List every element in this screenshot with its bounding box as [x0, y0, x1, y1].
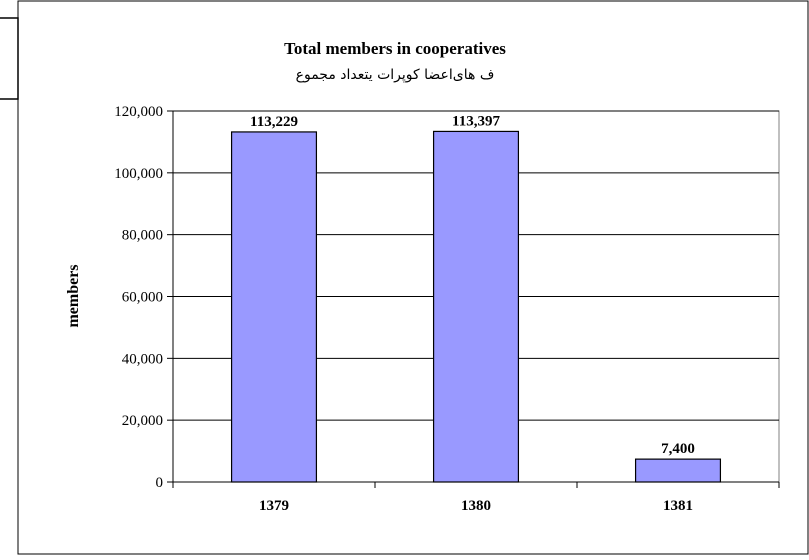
data-labels: 113,229 113,397 7,400	[250, 113, 695, 457]
bar-1381	[634, 458, 722, 483]
x-tick-label-1380: 1380	[461, 498, 491, 514]
y-tick-label: 20,000	[122, 413, 163, 429]
x-tick-label-1379: 1379	[259, 498, 289, 514]
x-axis-ticks: 1379 1380 1381	[172, 482, 780, 514]
data-label-1379: 113,229	[250, 114, 298, 130]
data-label-1381: 7,400	[661, 441, 695, 457]
y-axis-ticks: 0 20,000 40,000 60,000 80,000 100,000 120,000	[114, 104, 173, 491]
y-tick-label: 40,000	[122, 351, 163, 367]
y-tick-label: 60,000	[122, 290, 163, 306]
left-edge-box	[0, 17, 19, 100]
bar-1380	[432, 130, 520, 483]
chart-title: Total members in cooperatives	[284, 39, 506, 58]
y-tick-label: 80,000	[122, 228, 163, 244]
plot-area: 113,229 113,397 7,400 0 20,000 40,000 60,000 8…	[114, 104, 780, 514]
bars	[230, 130, 722, 483]
chart-subtitle: ف های‌اعضا کوپرات یتعداد مجموع	[296, 67, 495, 83]
y-axis-title: members	[65, 264, 82, 327]
y-tick-label: 0	[156, 475, 164, 491]
x-tick-label-1381: 1381	[663, 498, 693, 514]
y-tick-label: 120,000	[114, 104, 163, 120]
chart-area-frame	[17, 0, 809, 555]
y-tick-label: 100,000	[114, 166, 163, 182]
data-label-1380: 113,397	[452, 113, 500, 129]
bar-1379	[230, 131, 318, 483]
